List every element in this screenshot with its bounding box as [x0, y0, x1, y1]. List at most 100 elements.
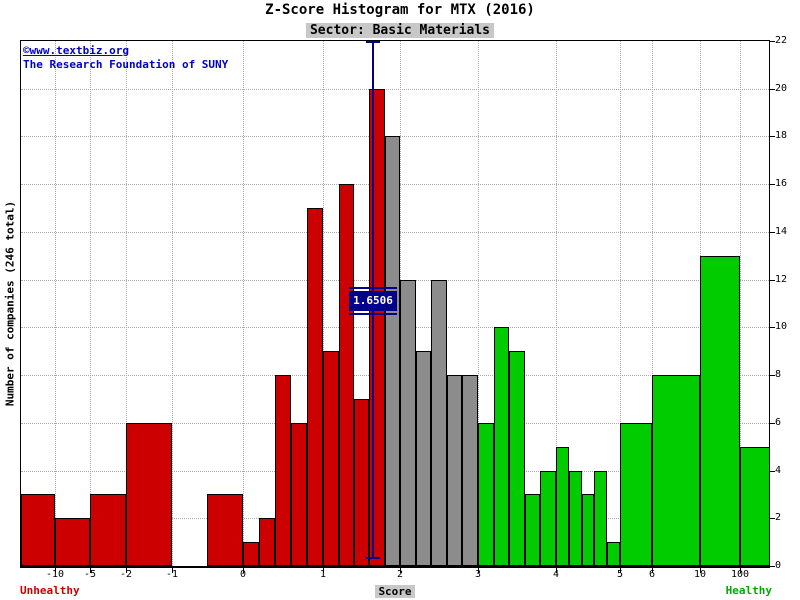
- histogram-bar: [509, 351, 525, 566]
- y-tick-mark: [770, 136, 775, 138]
- histogram-bar: [291, 423, 307, 566]
- histogram-bar: [525, 494, 540, 566]
- histogram-bar: [207, 494, 243, 566]
- histogram-bar: [55, 518, 90, 566]
- x-tick-label: 1: [319, 569, 327, 580]
- x-tick-mark: [652, 568, 653, 573]
- x-tick-mark: [55, 568, 56, 573]
- y-tick-label: 2: [775, 512, 782, 524]
- histogram-bar: [416, 351, 431, 566]
- y-tick-label: 20: [775, 82, 788, 94]
- histogram-bar: [400, 280, 416, 566]
- foundation-label: The Research Foundation of SUNY: [23, 58, 229, 71]
- zscore-marker-cap-top: [366, 41, 380, 43]
- x-tick-mark: [740, 568, 741, 573]
- textbiz-link[interactable]: ©www.textbiz.org: [23, 44, 129, 57]
- y-tick-mark: [770, 422, 775, 424]
- chart-subtitle-row: Sector: Basic Materials: [0, 19, 800, 38]
- x-tick-label: 4: [552, 569, 560, 580]
- y-tick-mark: [770, 88, 775, 90]
- histogram-bar: [126, 423, 172, 566]
- histogram-bar: [90, 494, 126, 566]
- healthy-label: Healthy: [725, 584, 772, 597]
- v-gridline: [126, 41, 127, 566]
- histogram-bar: [740, 447, 770, 566]
- chart-subtitle: Sector: Basic Materials: [305, 23, 494, 38]
- x-tick-label: 2: [396, 569, 404, 580]
- y-tick-label: 10: [775, 321, 788, 333]
- x-tick-label: 0: [239, 569, 247, 580]
- histogram-bar: [307, 208, 323, 566]
- v-gridline: [740, 41, 741, 566]
- x-tick-mark: [620, 568, 621, 573]
- x-tick-label: -5: [83, 569, 97, 580]
- x-tick-label: 6: [648, 569, 656, 580]
- x-tick-label: -2: [119, 569, 133, 580]
- v-gridline: [478, 41, 479, 566]
- zscore-marker-crossbar-lower: [349, 313, 397, 315]
- y-tick-mark: [770, 231, 775, 233]
- x-tick-mark: [556, 568, 557, 573]
- histogram-bar: [243, 542, 259, 566]
- x-tick-label: -1: [165, 569, 179, 580]
- histogram-bar: [652, 375, 700, 566]
- y-tick-label: 14: [775, 225, 788, 237]
- x-tick-mark: [243, 568, 244, 573]
- y-tick-label: 0: [775, 560, 782, 571]
- x-tick-label: 5: [616, 569, 624, 580]
- y-tick-mark: [770, 566, 775, 567]
- unhealthy-label: Unhealthy: [20, 584, 80, 597]
- zscore-marker-cap-bottom: [366, 557, 380, 559]
- histogram-bar: [385, 136, 400, 566]
- histogram-bar: [607, 542, 620, 566]
- y-tick-label: 4: [775, 464, 782, 476]
- x-axis-label: Score: [375, 585, 415, 598]
- y-tick-label: 22: [775, 35, 788, 46]
- histogram-bar: [354, 399, 369, 566]
- histogram-bar: [323, 351, 339, 566]
- histogram-bar: [569, 471, 582, 566]
- x-tick-label: 3: [474, 569, 482, 580]
- v-gridline: [556, 41, 557, 566]
- x-tick-label: 10: [693, 569, 707, 580]
- histogram-bar: [447, 375, 462, 566]
- histogram-bar: [582, 494, 594, 566]
- v-gridline: [652, 41, 653, 566]
- y-tick-mark: [770, 375, 775, 377]
- histogram-bar: [339, 184, 354, 566]
- histogram-bar: [259, 518, 275, 566]
- y-tick-mark: [770, 327, 775, 329]
- histogram-bar: [275, 375, 291, 566]
- v-gridline: [90, 41, 91, 566]
- plot-area: 1.6506: [20, 40, 770, 568]
- histogram-bar: [494, 327, 509, 566]
- y-tick-label: 6: [775, 416, 782, 428]
- v-gridline: [55, 41, 56, 566]
- x-tick-mark: [172, 568, 173, 573]
- v-gridline: [620, 41, 621, 566]
- v-gridline: [243, 41, 244, 566]
- histogram-bar: [556, 447, 569, 566]
- histogram-bar: [478, 423, 494, 566]
- y-tick-mark: [770, 470, 775, 472]
- x-tick-mark: [700, 568, 701, 573]
- histogram-bar: [594, 471, 607, 566]
- y-tick-mark: [770, 279, 775, 281]
- v-gridline: [323, 41, 324, 566]
- histogram-bar: [620, 423, 652, 566]
- x-tick-label: 100: [730, 569, 750, 580]
- x-tick-mark: [323, 568, 324, 573]
- histogram-bar: [700, 256, 740, 566]
- x-axis-label-row: Score: [20, 580, 770, 599]
- chart-title: Z-Score Histogram for MTX (2016): [265, 2, 535, 18]
- y-axis-label: Number of companies (246 total): [3, 200, 17, 407]
- histogram-bar: [21, 494, 55, 566]
- histogram-bar: [540, 471, 556, 566]
- histogram-bar: [462, 375, 478, 566]
- h-gridline: [21, 88, 769, 90]
- x-tick-mark: [478, 568, 479, 573]
- zscore-marker-crossbar-upper: [349, 287, 397, 289]
- y-tick-label: 18: [775, 130, 788, 142]
- y-tick-label: 12: [775, 273, 788, 285]
